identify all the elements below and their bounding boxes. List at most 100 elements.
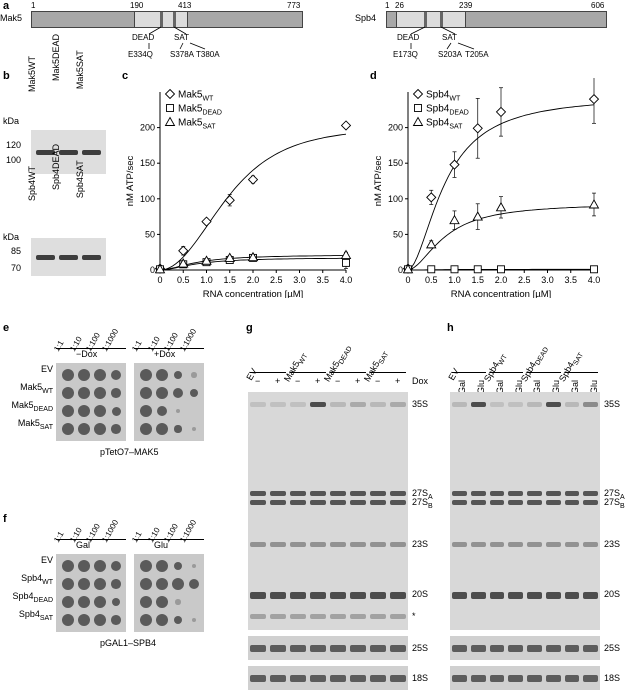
lane-label: +: [355, 376, 361, 386]
colony-spot: [156, 596, 168, 608]
mak5-sat-motif: [173, 12, 176, 27]
loading-label: 18S: [604, 673, 621, 683]
axes: 0 50 100 150 200 0 0.5 1.0 1.5 2.0 2.5 3.0 3.5 4.0: [140, 92, 352, 285]
legend-label: Mak5DEAD: [178, 104, 222, 117]
colony-spot: [191, 372, 197, 378]
dilution-label: 1:100: [162, 331, 181, 353]
panel-c-label: c: [122, 70, 129, 82]
loading-band: [508, 645, 523, 652]
data-point: [201, 216, 212, 227]
y-tick-label: 200: [140, 123, 155, 133]
loading-band: [350, 645, 366, 652]
rrna-band: [270, 491, 286, 496]
rrna-band: [350, 614, 366, 619]
y-tick-label: 200: [388, 123, 403, 133]
rrna-band: [508, 542, 523, 547]
rrna-band: [390, 500, 406, 505]
mak5-end: 773: [287, 1, 301, 10]
data-point: [247, 174, 259, 185]
rrna-band: [310, 542, 326, 547]
series-Spb4DEAD: [404, 265, 598, 274]
colony-spot: [78, 405, 90, 417]
strain-label: Spb4DEAD: [12, 591, 53, 604]
loading-band: [564, 645, 580, 652]
rrna-band: [350, 491, 366, 496]
group-rule: [290, 372, 326, 373]
gel-band: [82, 150, 101, 155]
rrna-band: [370, 614, 386, 619]
condition-label: −Dox: [76, 349, 98, 359]
spb4-pos1: 26: [395, 1, 404, 10]
dilution-label: 1:1: [130, 529, 144, 544]
rrna-band: [452, 500, 467, 505]
panel-f-label: f: [3, 513, 7, 525]
chart-c: 0 50 100 150 200 0 0.5 1.0 1.5 2.0 2.5 3.0 3.5 4.0 RNA…: [125, 88, 352, 298]
band-label: 23S: [604, 539, 621, 549]
colony-spot: [111, 579, 121, 589]
legend-label: Spb4DEAD: [426, 104, 469, 117]
mak5-mut-e334q: E334Q: [128, 50, 153, 59]
loading-band: [330, 645, 346, 652]
x-tick-label: 2.5: [270, 275, 283, 285]
rrna-band: [330, 402, 346, 407]
rrna-band: [508, 402, 523, 407]
kda-label-top: kDa: [3, 116, 20, 126]
colony-spot: [140, 596, 152, 608]
colony-spot: [111, 388, 121, 398]
panel-d-label: d: [370, 70, 377, 82]
lane-label: −: [375, 376, 381, 386]
colony-spot: [173, 615, 183, 625]
legend-label: Spb4WT: [426, 90, 461, 103]
legend-marker: [164, 88, 176, 100]
x-tick-label: 4.0: [340, 275, 353, 285]
colony-spot: [110, 369, 122, 381]
colony-spot: [191, 563, 197, 569]
condition-label: Gal: [76, 540, 91, 550]
plate-Glu: [134, 554, 204, 632]
condition-rule: [56, 348, 126, 349]
strain-label: EV: [40, 364, 53, 374]
rrna-band: [489, 542, 505, 547]
panel-a-arrows: [148, 26, 475, 50]
dox-label: Dox: [412, 376, 429, 386]
dilution-label: 1:1000: [178, 518, 199, 544]
dilution-label: 1:100: [84, 522, 103, 544]
rrna-band: [452, 491, 467, 496]
colony-spot: [78, 614, 90, 626]
colony-spot: [173, 561, 183, 571]
band-label: 27SA: [604, 488, 625, 501]
data-point: [177, 258, 189, 268]
colony-spot: [62, 369, 74, 381]
colony-spot: [191, 617, 197, 623]
colony-spot: [156, 578, 168, 590]
rrna-band: [290, 614, 306, 619]
y-tick-label: 50: [393, 229, 403, 239]
loading-band: [527, 675, 542, 682]
colony-spot: [156, 405, 168, 417]
data-point: [425, 238, 437, 249]
lane-label: +: [395, 376, 401, 386]
lane-label: −: [295, 376, 301, 386]
colony-spot: [78, 369, 90, 381]
data-point: [224, 195, 235, 206]
colony-spot: [94, 405, 106, 417]
lane-spb4-dead: Spb4DEAD: [51, 143, 61, 190]
band-label: 23S: [412, 539, 429, 549]
colony-spot: [140, 578, 152, 590]
rrna-band: [350, 542, 366, 547]
rrna-band: [390, 614, 406, 619]
rrna-band: [390, 592, 406, 599]
rrna-band: [290, 402, 306, 407]
rrna-band: [564, 500, 580, 505]
colony-spot: [175, 408, 181, 414]
data-point: [340, 120, 352, 131]
colony-spot: [156, 423, 168, 435]
rrna-band: [564, 592, 580, 599]
rrna-band: [250, 500, 266, 505]
loading-band: [270, 675, 286, 682]
colony-spot: [62, 578, 74, 590]
strain-caption: pTetO7–MAK5: [100, 447, 159, 457]
condition-label: Glu: [154, 540, 169, 550]
colony-spot: [156, 369, 168, 381]
lane-mak5-sat: Mak5SAT: [75, 50, 85, 90]
